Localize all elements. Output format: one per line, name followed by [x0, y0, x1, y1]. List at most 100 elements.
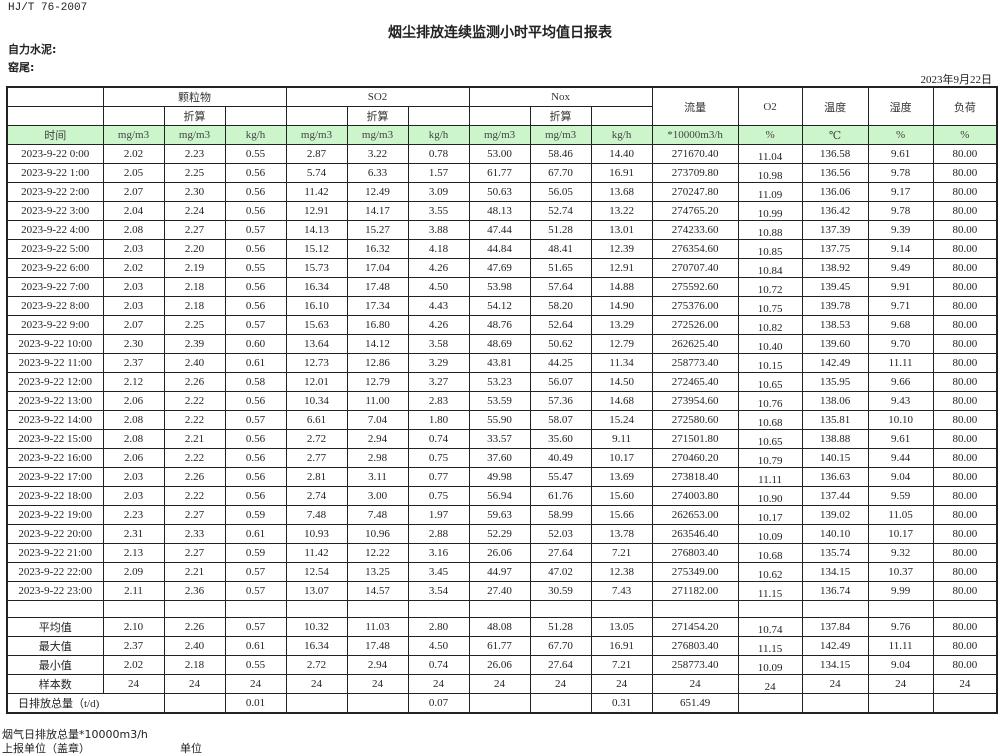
daily-total-value — [737, 693, 803, 714]
stat-value: 80.00 — [932, 636, 998, 656]
stat-value: 137.84 — [801, 617, 869, 637]
value-cell: 9.68 — [867, 315, 934, 335]
empty-cell — [407, 600, 470, 618]
value-cell: 14.13 — [285, 220, 348, 240]
report-title: 烟尘排放连续监测小时平均值日报表 — [388, 25, 612, 41]
value-cell: 2.33 — [163, 524, 226, 544]
value-cell: 1.80 — [407, 410, 470, 430]
empty-cell — [163, 600, 226, 618]
value-cell: 11.05 — [867, 505, 934, 525]
daily-total-label: 日排放总量（t/d) — [7, 693, 165, 713]
value-cell: 10.62 — [737, 562, 803, 582]
value-cell: 44.84 — [468, 239, 531, 259]
stat-value: 9.76 — [867, 617, 934, 637]
value-cell: 10.34 — [285, 391, 348, 411]
stat-value: 24 — [529, 674, 592, 694]
value-cell: 2.21 — [163, 429, 226, 449]
value-cell: 2.03 — [102, 277, 165, 297]
value-cell: 53.00 — [468, 144, 531, 164]
value-cell: 2.72 — [285, 429, 348, 449]
value-cell: 0.56 — [224, 296, 287, 316]
value-cell: 10.84 — [737, 258, 803, 278]
value-cell: 2.25 — [163, 315, 226, 335]
value-cell: 11.11 — [737, 467, 803, 487]
unit-cell: % — [932, 125, 998, 145]
value-cell: 80.00 — [932, 220, 998, 240]
value-cell: 137.39 — [801, 220, 869, 240]
value-cell: 2.22 — [163, 410, 226, 430]
value-cell: 2.27 — [163, 543, 226, 563]
value-cell: 2.21 — [163, 562, 226, 582]
value-cell: 80.00 — [932, 315, 998, 335]
value-cell: 52.03 — [529, 524, 592, 544]
daily-total-value — [529, 693, 592, 714]
value-cell: 271670.40 — [651, 144, 739, 164]
time-cell: 2023-9-22 7:00 — [6, 277, 104, 297]
header-row-converted: 折算 折算 折算 — [6, 106, 997, 126]
value-cell: 27.40 — [468, 581, 531, 601]
daily-total-value — [468, 693, 531, 714]
value-cell: 3.88 — [407, 220, 470, 240]
stat-value: 80.00 — [932, 655, 998, 675]
value-cell: 138.53 — [801, 315, 869, 335]
standard-code: HJ/T 76-2007 — [8, 2, 88, 14]
unit-cell: *10000m3/h — [651, 125, 739, 145]
stat-value: 16.91 — [590, 636, 653, 656]
time-cell: 2023-9-22 0:00 — [6, 144, 104, 164]
header-blank — [6, 86, 104, 107]
daily-total-value: 651.49 — [651, 693, 739, 714]
unit-cell: kg/h — [590, 125, 653, 145]
value-cell: 10.76 — [737, 391, 803, 411]
unit-cell: kg/h — [224, 125, 287, 145]
stat-value: 2.10 — [102, 617, 165, 637]
stat-value: 2.72 — [285, 655, 348, 675]
value-cell: 2.07 — [102, 182, 165, 202]
time-cell: 2023-9-22 3:00 — [6, 201, 104, 221]
time-cell: 2023-9-22 22:00 — [6, 562, 104, 582]
value-cell: 47.44 — [468, 220, 531, 240]
value-cell: 2.88 — [407, 524, 470, 544]
value-cell: 49.98 — [468, 467, 531, 487]
unit-cell: % — [737, 125, 803, 145]
value-cell: 13.29 — [590, 315, 653, 335]
value-cell: 11.04 — [737, 144, 803, 164]
unit-cell: 时间 — [6, 125, 104, 145]
empty-cell — [651, 600, 739, 618]
value-cell: 2.39 — [163, 334, 226, 354]
value-cell: 58.20 — [529, 296, 592, 316]
value-cell: 2.08 — [102, 429, 165, 449]
unit-label: 单位 — [180, 742, 202, 755]
header-humidity: 湿度 — [867, 86, 934, 126]
value-cell: 136.56 — [801, 163, 869, 183]
value-cell: 14.17 — [346, 201, 409, 221]
time-cell: 2023-9-22 15:00 — [6, 429, 104, 449]
value-cell: 12.49 — [346, 182, 409, 202]
header-load: 负荷 — [932, 86, 998, 126]
table-row: 2023-9-22 4:00 2.08 2.27 0.57 14.13 15.27 3.88… — [6, 220, 998, 240]
value-cell: 272580.60 — [651, 410, 739, 430]
value-cell: 56.94 — [468, 486, 531, 506]
table-body: 2023-9-22 0:00 2.02 2.23 0.55 2.87 3.22 0.78 53… — [6, 144, 998, 714]
value-cell: 4.26 — [407, 315, 470, 335]
value-cell: 273954.60 — [651, 391, 739, 411]
value-cell: 0.57 — [224, 581, 287, 601]
value-cell: 52.64 — [529, 315, 592, 335]
value-cell: 2.87 — [285, 144, 348, 164]
value-cell: 9.61 — [867, 144, 934, 164]
value-cell: 54.12 — [468, 296, 531, 316]
stat-value: 24 — [801, 674, 869, 694]
value-cell: 0.61 — [224, 353, 287, 373]
value-cell: 16.32 — [346, 239, 409, 259]
value-cell: 3.27 — [407, 372, 470, 392]
value-cell: 9.78 — [867, 201, 934, 221]
value-cell: 2.26 — [163, 467, 226, 487]
value-cell: 9.39 — [867, 220, 934, 240]
value-cell: 9.66 — [867, 372, 934, 392]
value-cell: 2.98 — [346, 448, 409, 468]
stat-value: 13.05 — [590, 617, 653, 637]
stat-value: 0.57 — [224, 617, 287, 637]
stat-value: 2.94 — [346, 655, 409, 675]
time-cell: 2023-9-22 8:00 — [6, 296, 104, 316]
value-cell: 17.48 — [346, 277, 409, 297]
value-cell: 2.13 — [102, 543, 165, 563]
